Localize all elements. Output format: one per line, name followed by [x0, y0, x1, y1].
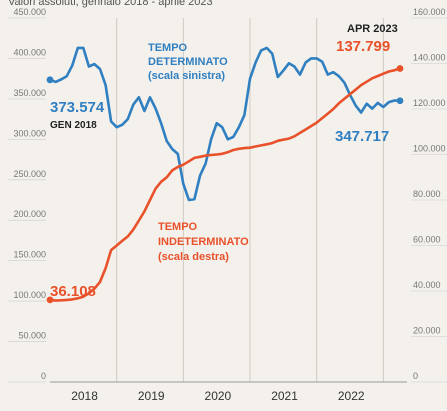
x-tick-label: 2021 — [271, 389, 298, 403]
y-left-tick-label: 50.000 — [18, 331, 46, 341]
y-right-tick-label: 0 — [413, 371, 418, 381]
y-left-tick-label: 0 — [41, 371, 46, 381]
series-end-point — [396, 97, 404, 105]
series-start-point — [46, 296, 54, 304]
blue-series-label-line1: TEMPO — [148, 42, 188, 54]
y-left-tick-label: 100.000 — [13, 290, 46, 300]
y-left-tick-label: 150.000 — [13, 250, 46, 260]
red-end-value: 137.799 — [336, 38, 390, 55]
x-tick-label: 2018 — [71, 389, 98, 403]
y-left-tick-label: 450.000 — [13, 7, 46, 17]
start-date-label: GEN 2018 — [50, 120, 97, 131]
blue-series-label-line3: (scala sinistra) — [148, 70, 225, 82]
x-tick-label: 2019 — [138, 389, 165, 403]
blue-start-value: 373.574 — [50, 99, 105, 116]
series — [46, 46, 404, 304]
y-right-tick-label: 80.000 — [413, 189, 441, 199]
y-left-tick-label: 200.000 — [13, 209, 46, 219]
x-tick-label: 2022 — [338, 389, 365, 403]
y-left-tick-label: 350.000 — [13, 88, 46, 98]
y-left-tick-label: 400.000 — [13, 47, 46, 57]
y-right-tick-label: 120.000 — [413, 98, 446, 108]
series-end-point — [396, 65, 404, 72]
chart-header-text: Valori assoluti, gennaio 2018 - aprile 2… — [8, 0, 213, 8]
blue-series-label-line2: DETERMINATO — [148, 56, 228, 68]
y-left-tick-label: 250.000 — [13, 169, 46, 179]
series-line-tempo-determinato — [48, 46, 402, 202]
y-right-tick-label: 100.000 — [413, 144, 446, 154]
red-start-value: 36.108 — [50, 283, 96, 300]
axes: 0 50.000 100.000 150.000 200.000 250.000 300.0… — [8, 7, 447, 403]
y-right-tick-label: 20.000 — [413, 326, 441, 336]
annotations: TEMPO DETERMINATO (scala sinistra) TEMPO… — [50, 23, 398, 300]
y-right-tick-label: 40.000 — [413, 280, 441, 290]
y-right-tick-label: 140.000 — [413, 53, 446, 63]
y-right-tick-label: 160.000 — [413, 7, 446, 17]
y-right-tick-label: 60.000 — [413, 235, 441, 245]
red-series-label-line2: INDETERMINATO — [158, 236, 249, 248]
red-series-label-line3: (scala destra) — [158, 251, 229, 263]
x-tick-label: 2020 — [205, 389, 232, 403]
blue-end-value: 347.717 — [335, 128, 389, 145]
red-series-label-line1: TEMPO — [158, 221, 198, 233]
y-left-tick-label: 300.000 — [13, 128, 46, 138]
series-line-tempo-indeterminato — [48, 67, 402, 302]
series-start-point — [46, 76, 54, 84]
end-date-label: APR 2023 — [347, 23, 398, 35]
